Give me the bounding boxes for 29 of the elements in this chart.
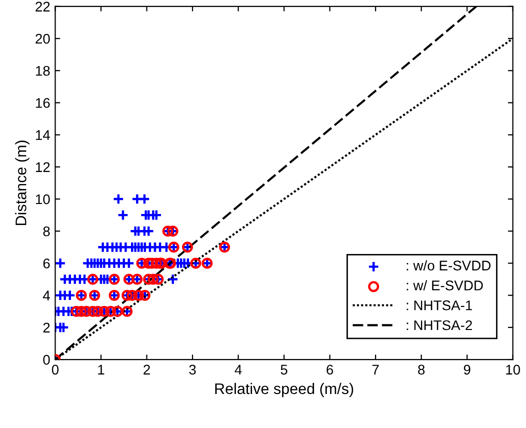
y-tick-label: 14: [36, 130, 50, 140]
y-tick-label: 20: [36, 34, 50, 44]
x-tick-label: 2: [144, 364, 150, 374]
y-axis-title: Distance (m): [15, 140, 30, 226]
x-tick-label: 9: [464, 364, 470, 375]
x-tick-label: 8: [418, 364, 425, 375]
x-tick-label: 7: [372, 364, 379, 374]
x-tick-label: 6: [326, 364, 334, 375]
x-tick-label: 10: [506, 364, 520, 375]
x-tick-label: 0: [52, 364, 59, 375]
x-tick-label: 1: [98, 364, 104, 374]
legend-label: : NHTSA-2: [406, 320, 472, 330]
x-tick-label: 3: [189, 364, 196, 375]
y-tick-label: 6: [43, 258, 50, 268]
y-tick-label: 2: [43, 322, 50, 332]
legend-label: : w/ E-SVDD: [406, 280, 483, 290]
y-tick-label: 22: [36, 2, 50, 12]
x-tick-label: 5: [280, 364, 288, 375]
y-tick-label: 8: [43, 226, 50, 236]
y-tick-label: 16: [36, 98, 50, 108]
legend-label: : w/o E-SVDD: [406, 260, 491, 270]
y-tick-label: 18: [36, 66, 50, 76]
x-axis-title: Relative speed (m/s): [215, 382, 354, 398]
y-tick-label: 12: [36, 162, 50, 172]
legend-label: : NHTSA-1: [406, 300, 472, 310]
x-tick-label: 4: [234, 364, 242, 374]
y-tick-label: 10: [36, 194, 50, 204]
y-tick-label: 4: [42, 290, 50, 300]
y-tick-label: 0: [43, 354, 50, 365]
